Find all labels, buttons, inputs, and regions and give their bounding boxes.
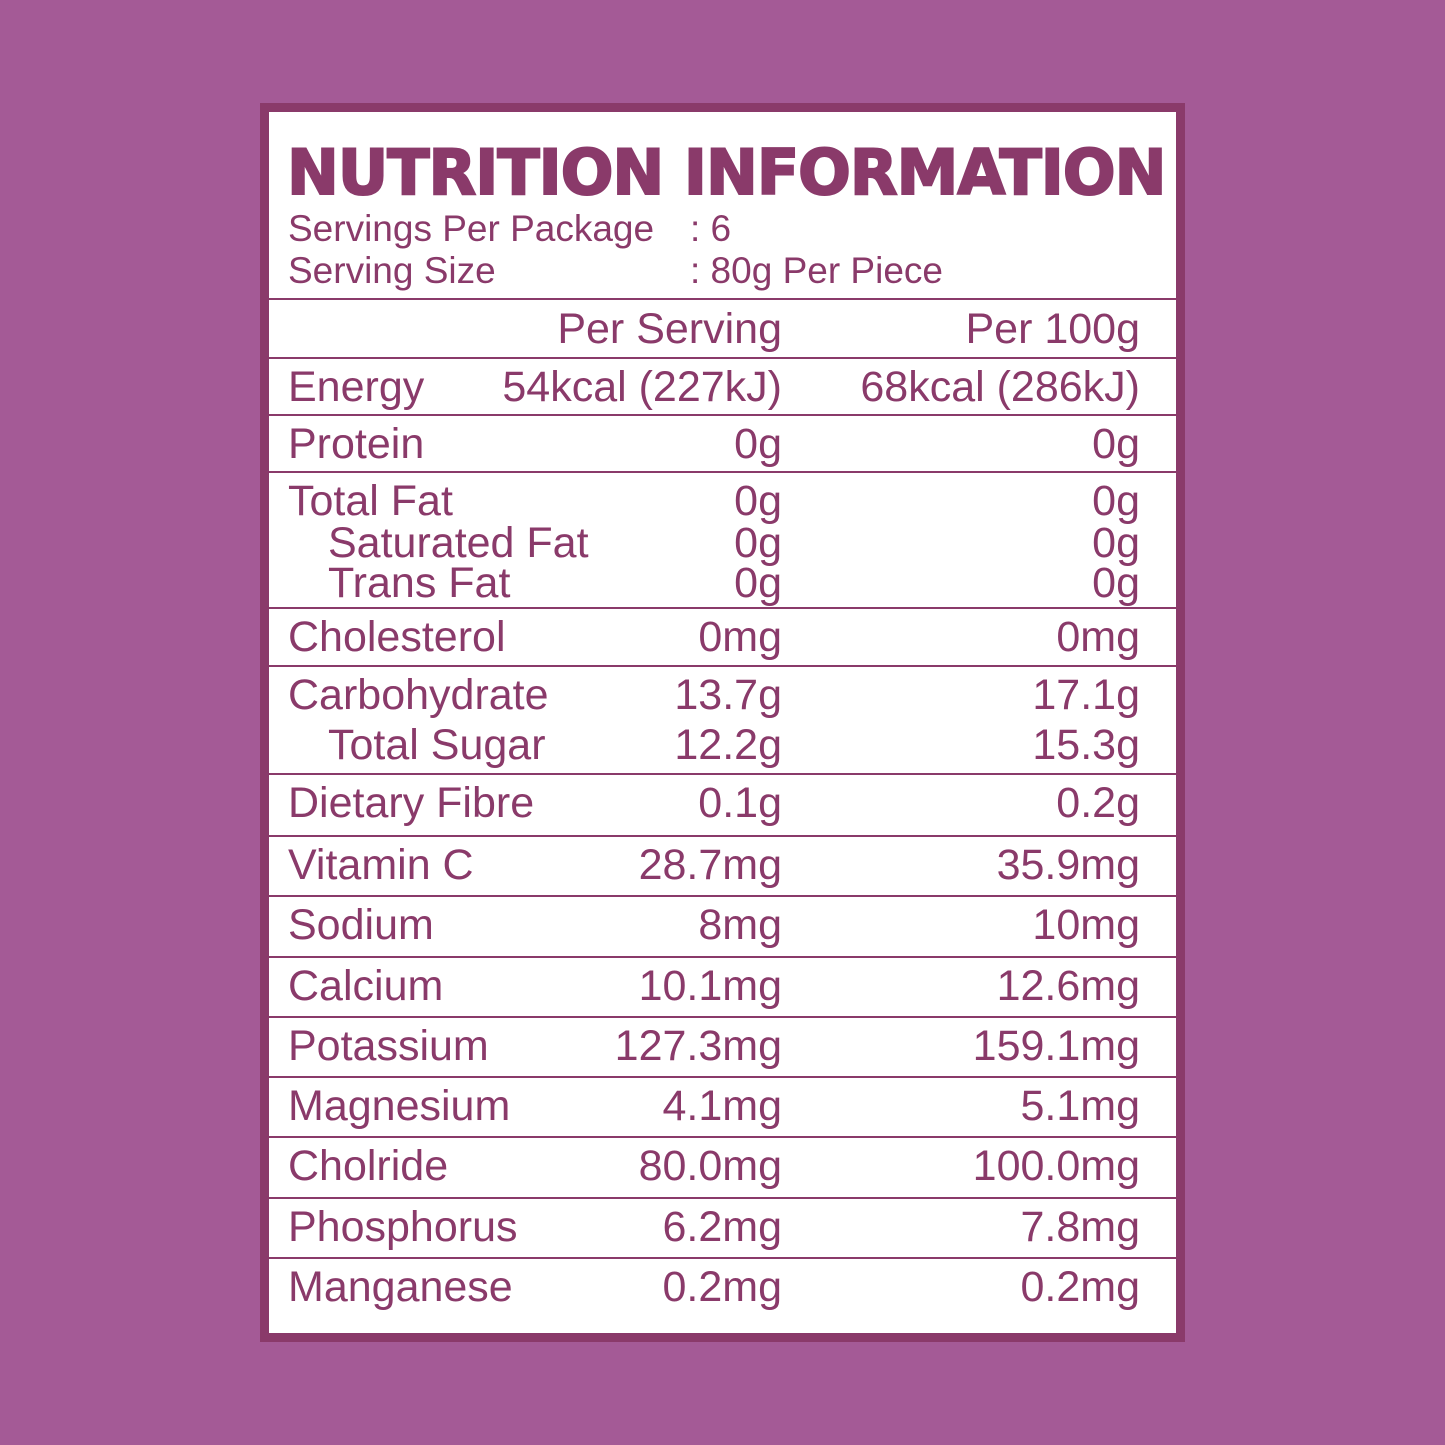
nutrient-row: Potassium 127.3mg 159.1mg (269, 1022, 1176, 1070)
header-per-serving: Per Serving (557, 305, 782, 353)
per-100g-value: 10mg (1032, 901, 1140, 949)
divider (269, 1136, 1176, 1138)
divider (269, 773, 1176, 775)
serving-size-label: Serving Size (288, 250, 496, 291)
nutrient-row: Energy 54kcal (227kJ) 68kcal (286kJ) (269, 363, 1176, 411)
divider (269, 1076, 1176, 1078)
per-100g-value: 0g (1092, 420, 1140, 468)
nutrient-label: Vitamin C (288, 841, 474, 889)
servings-value: : 6 (690, 208, 732, 249)
nutrient-row: Vitamin C 28.7mg 35.9mg (269, 841, 1176, 889)
nutrient-row: Cholesterol 0mg 0mg (269, 613, 1176, 661)
nutrient-row: Magnesium 4.1mg 5.1mg (269, 1082, 1176, 1130)
nutrient-label: Saturated Fat (328, 519, 589, 567)
per-100g-value: 100.0mg (972, 1142, 1140, 1190)
panel-title: NUTRITION INFORMATION (286, 135, 1167, 210)
divider (269, 1257, 1176, 1259)
divider (269, 1016, 1176, 1018)
per-serving-value: 13.7g (674, 671, 782, 719)
nutrient-label: Total Fat (288, 477, 453, 525)
nutrient-label: Carbohydrate (288, 671, 549, 719)
nutrient-row: Calcium 10.1mg 12.6mg (269, 962, 1176, 1010)
per-serving-value: 80.0mg (638, 1142, 782, 1190)
per-serving-value: 12.2g (674, 721, 782, 769)
divider (269, 895, 1176, 897)
per-serving-value: 0mg (698, 613, 782, 661)
divider (269, 471, 1176, 473)
per-serving-value: 4.1mg (662, 1082, 782, 1130)
nutrient-label: Manganese (288, 1263, 513, 1311)
nutrient-label: Phosphorus (288, 1203, 518, 1251)
per-serving-value: 54kcal (227kJ) (502, 363, 782, 411)
divider (269, 414, 1176, 416)
column-headers: Per Serving Per 100g (269, 305, 1176, 353)
nutrient-label: Energy (288, 363, 425, 411)
per-100g-value: 0.2g (1056, 779, 1140, 827)
divider (269, 956, 1176, 958)
divider (269, 607, 1176, 609)
nutrient-label: Potassium (288, 1022, 489, 1070)
nutrient-label: Protein (288, 420, 425, 468)
nutrient-row: Total Fat 0g 0g (269, 477, 1176, 525)
per-serving-value: 0g (734, 559, 782, 607)
nutrient-row: Protein 0g 0g (269, 420, 1176, 468)
per-100g-value: 0g (1092, 559, 1140, 607)
serving-size: Serving Size : 80g Per Piece (288, 250, 943, 292)
nutrient-row: Total Sugar 12.2g 15.3g (269, 721, 1176, 769)
nutrient-row: Cholride 80.0mg 100.0mg (269, 1142, 1176, 1190)
per-serving-value: 0g (734, 420, 782, 468)
per-serving-value: 8mg (698, 901, 782, 949)
per-100g-value: 15.3g (1032, 721, 1140, 769)
nutrient-label: Cholesterol (288, 613, 506, 661)
divider (269, 835, 1176, 837)
nutrient-label: Dietary Fibre (288, 779, 535, 827)
header-per-100g: Per 100g (965, 305, 1140, 353)
nutrition-panel: NUTRITION INFORMATION Servings Per Packa… (260, 103, 1185, 1342)
per-serving-value: 0.2mg (662, 1263, 782, 1311)
per-100g-value: 35.9mg (996, 841, 1140, 889)
per-100g-value: 5.1mg (1020, 1082, 1140, 1130)
divider (269, 1197, 1176, 1199)
per-serving-value: 0.1g (698, 779, 782, 827)
servings-label: Servings Per Package (288, 208, 655, 249)
servings-per-package: Servings Per Package : 6 (288, 208, 731, 250)
nutrient-label: Total Sugar (328, 721, 546, 769)
nutrient-row: Manganese 0.2mg 0.2mg (269, 1263, 1176, 1311)
nutrient-label: Magnesium (288, 1082, 511, 1130)
nutrient-row: Dietary Fibre 0.1g 0.2g (269, 779, 1176, 827)
divider (269, 665, 1176, 667)
per-100g-value: 17.1g (1032, 671, 1140, 719)
nutrient-row: Phosphorus 6.2mg 7.8mg (269, 1203, 1176, 1251)
serving-size-value: : 80g Per Piece (690, 250, 943, 291)
nutrient-label: Cholride (288, 1142, 449, 1190)
per-serving-value: 10.1mg (638, 962, 782, 1010)
per-100g-value: 7.8mg (1020, 1203, 1140, 1251)
per-100g-value: 0mg (1056, 613, 1140, 661)
per-100g-value: 12.6mg (996, 962, 1140, 1010)
per-100g-value: 0g (1092, 477, 1140, 525)
per-serving-value: 28.7mg (638, 841, 782, 889)
per-100g-value: 159.1mg (972, 1022, 1140, 1070)
nutrient-row: Saturated Fat 0g 0g (269, 519, 1176, 567)
nutrient-label: Sodium (288, 901, 434, 949)
per-100g-value: 0.2mg (1020, 1263, 1140, 1311)
per-100g-value: 68kcal (286kJ) (860, 363, 1140, 411)
per-100g-value: 0g (1092, 519, 1140, 567)
divider (269, 298, 1176, 300)
nutrient-row: Sodium 8mg 10mg (269, 901, 1176, 949)
per-serving-value: 6.2mg (662, 1203, 782, 1251)
divider (269, 357, 1176, 359)
per-serving-value: 0g (734, 519, 782, 567)
per-serving-value: 0g (734, 477, 782, 525)
nutrient-label: Calcium (288, 962, 444, 1010)
nutrient-label: Trans Fat (328, 559, 511, 607)
nutrient-row: Trans Fat 0g 0g (269, 559, 1176, 607)
per-serving-value: 127.3mg (614, 1022, 782, 1070)
nutrient-row: Carbohydrate 13.7g 17.1g (269, 671, 1176, 719)
